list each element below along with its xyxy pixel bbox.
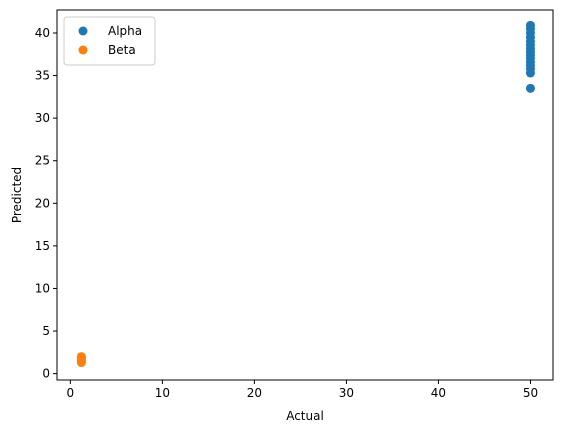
x-tick-label: 30 bbox=[339, 386, 354, 400]
x-axis-ticks: 0 10 20 30 40 50 bbox=[67, 380, 538, 400]
y-axis-label: Predicted bbox=[10, 167, 24, 223]
x-tick-label: 10 bbox=[155, 386, 170, 400]
x-tick-label: 0 bbox=[67, 386, 75, 400]
legend-label-beta: Beta bbox=[108, 43, 136, 57]
point-beta bbox=[76, 352, 86, 362]
x-tick-label: 50 bbox=[523, 386, 538, 400]
x-axis-label: Actual bbox=[286, 409, 324, 423]
y-tick-label: 15 bbox=[35, 239, 50, 253]
data-points bbox=[76, 20, 535, 368]
y-tick-label: 25 bbox=[35, 154, 50, 168]
legend-label-alpha: Alpha bbox=[108, 24, 142, 38]
y-tick-label: 35 bbox=[35, 69, 50, 83]
point-alpha bbox=[525, 20, 535, 30]
x-tick-label: 40 bbox=[431, 386, 446, 400]
legend-marker-beta bbox=[78, 45, 88, 55]
point-alpha bbox=[525, 83, 535, 93]
legend: Alpha Beta bbox=[63, 16, 156, 66]
y-tick-label: 0 bbox=[42, 367, 50, 381]
y-tick-label: 5 bbox=[42, 324, 50, 338]
y-axis-ticks: 0 5 10 15 20 25 30 35 40 bbox=[35, 26, 57, 381]
legend-marker-alpha bbox=[78, 26, 88, 36]
y-tick-label: 30 bbox=[35, 111, 50, 125]
x-tick-label: 20 bbox=[247, 386, 262, 400]
y-tick-label: 20 bbox=[35, 196, 50, 210]
plot-area bbox=[56, 9, 554, 381]
y-tick-label: 40 bbox=[35, 26, 50, 40]
y-tick-label: 10 bbox=[35, 281, 50, 295]
